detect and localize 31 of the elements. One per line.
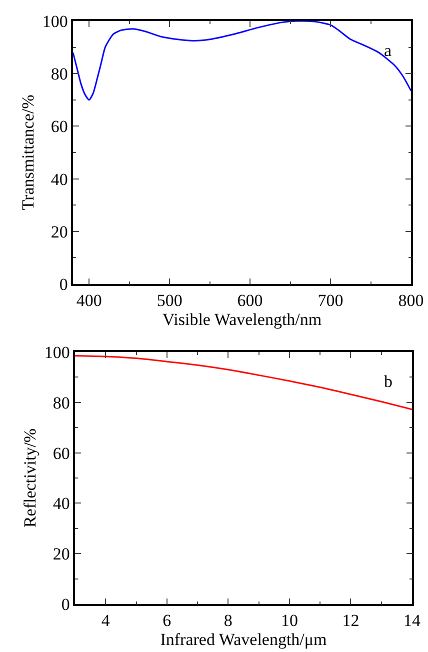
- y-tick-label: 80: [52, 393, 70, 412]
- x-tick-label: 8: [224, 611, 232, 630]
- x-tick-label: 500: [156, 291, 182, 310]
- x-tick-label: 12: [342, 611, 360, 630]
- x-tick-label: 10: [280, 611, 298, 630]
- y-tick-label: 0: [59, 274, 68, 294]
- y-tick-label: 100: [42, 12, 68, 31]
- x-tick-label: 400: [76, 291, 102, 310]
- line-series: [73, 21, 411, 101]
- y-tick-label: 0: [61, 594, 70, 614]
- y-tick-label: 40: [50, 170, 68, 189]
- line-series: [75, 355, 412, 410]
- y-tick-label: 40: [52, 494, 70, 514]
- x-axis-title: Visible Wavelength/nm: [162, 310, 322, 330]
- y-tick-label: 100: [44, 342, 70, 362]
- y-tick-label: 80: [50, 64, 68, 84]
- y-axis-title: Reflectivity/%: [20, 428, 40, 528]
- y-tick-label: 20: [52, 544, 70, 564]
- y-tick-label: 20: [50, 222, 68, 242]
- x-tick-label: 4: [101, 611, 110, 630]
- annotation: a: [384, 41, 392, 60]
- x-tick-label: 6: [162, 611, 172, 630]
- x-tick-label: 800: [398, 291, 424, 310]
- x-axis-title: Infrared Wavelength/μm: [160, 630, 327, 650]
- x-tick-label: 700: [318, 291, 344, 310]
- annotation: b: [384, 372, 392, 391]
- x-tick-label: 600: [237, 291, 263, 310]
- x-tick-label: 14: [404, 611, 421, 630]
- y-tick-label: 60: [50, 117, 68, 136]
- y-axis-title: Transmittance/%: [18, 94, 38, 210]
- y-tick-label: 60: [52, 444, 70, 463]
